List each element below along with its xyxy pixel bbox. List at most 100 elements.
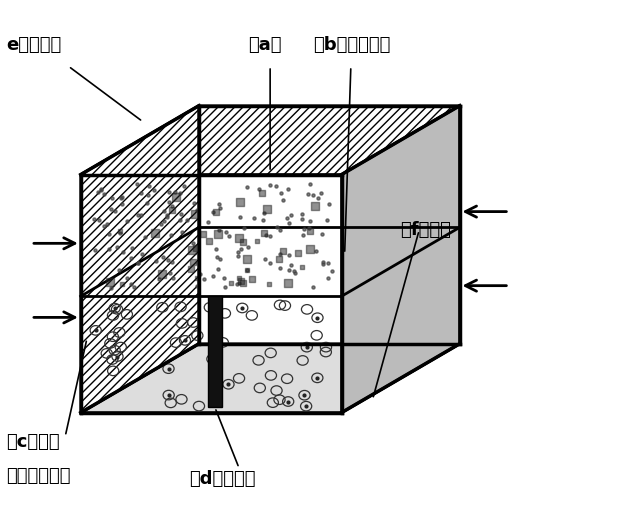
Point (290, 269, 300, 277)
Point (207, 355, 217, 363)
Point (199, 230, 209, 238)
Point (106, 205, 116, 214)
Point (305, 217, 315, 225)
Point (132, 180, 142, 188)
Point (133, 259, 143, 267)
Point (310, 202, 320, 211)
Point (264, 280, 274, 288)
Point (140, 232, 150, 241)
Point (248, 214, 258, 223)
Point (158, 253, 168, 261)
Point (233, 252, 243, 261)
Point (192, 206, 202, 214)
Point (189, 198, 199, 207)
Point (164, 198, 174, 206)
Point (275, 226, 285, 234)
Point (187, 246, 197, 254)
Point (232, 280, 242, 288)
Point (117, 200, 127, 208)
Point (258, 215, 268, 224)
Point (186, 265, 196, 273)
Point (166, 206, 176, 214)
Point (312, 373, 322, 382)
Point (323, 274, 333, 282)
Text: （d）隔离墙: （d）隔离墙 (189, 470, 256, 488)
Point (324, 200, 333, 208)
Point (242, 266, 252, 275)
Point (242, 255, 252, 263)
Point (293, 249, 303, 258)
Point (305, 245, 315, 253)
Point (104, 230, 114, 239)
Point (165, 187, 175, 196)
Point (165, 269, 175, 278)
Point (304, 226, 314, 235)
Point (192, 281, 202, 290)
Point (148, 186, 158, 194)
Point (237, 245, 247, 253)
Point (220, 283, 230, 291)
Point (289, 267, 299, 276)
Point (284, 266, 294, 274)
Point (322, 216, 332, 224)
Point (233, 248, 243, 257)
Point (283, 279, 293, 288)
Point (237, 277, 247, 286)
Point (126, 254, 136, 262)
Point (166, 231, 176, 240)
Point (299, 391, 309, 399)
Point (265, 232, 275, 240)
Point (177, 227, 187, 236)
Point (162, 211, 172, 220)
Point (99, 222, 109, 230)
Point (176, 210, 186, 218)
Text: e）犬花板: e）犬花板 (6, 37, 61, 54)
Point (312, 314, 322, 322)
Point (242, 266, 252, 275)
Point (90, 246, 100, 254)
Point (190, 210, 200, 218)
Point (164, 391, 174, 399)
Point (127, 243, 137, 252)
Point (208, 208, 218, 216)
Point (150, 229, 160, 238)
Text: （包括外窗）: （包括外窗） (6, 468, 71, 486)
Point (238, 279, 248, 287)
Point (261, 231, 271, 239)
Text: （a）: （a） (248, 37, 282, 54)
Point (273, 223, 283, 232)
Point (233, 279, 243, 287)
Point (220, 228, 230, 236)
Point (247, 275, 257, 283)
Point (284, 219, 294, 227)
Point (171, 193, 181, 201)
Point (118, 248, 128, 257)
Point (126, 280, 136, 289)
Point (137, 250, 147, 259)
Point (91, 326, 101, 335)
Polygon shape (81, 175, 342, 413)
Point (275, 250, 285, 258)
Point (212, 253, 222, 261)
Point (215, 204, 225, 212)
Point (96, 186, 106, 195)
Point (297, 214, 307, 223)
Point (136, 211, 146, 220)
Point (260, 254, 270, 263)
Point (260, 229, 270, 237)
Point (117, 280, 127, 288)
Point (167, 202, 177, 210)
Point (116, 226, 125, 235)
Point (304, 224, 314, 232)
Point (265, 259, 274, 268)
Point (214, 199, 224, 208)
Point (219, 274, 229, 282)
Point (319, 258, 329, 266)
Point (276, 189, 286, 198)
Point (211, 245, 221, 253)
Point (102, 220, 112, 228)
Point (204, 236, 214, 245)
Point (271, 182, 281, 190)
Point (110, 304, 120, 312)
Point (156, 220, 166, 229)
